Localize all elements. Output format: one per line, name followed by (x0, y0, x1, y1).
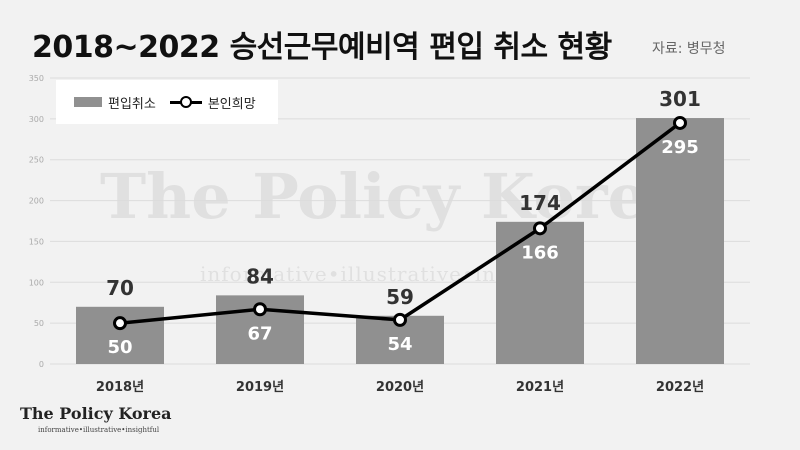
y-tick-label: 300 (29, 115, 44, 124)
line-value-label: 50 (107, 337, 132, 358)
y-tick-label: 50 (34, 319, 44, 328)
y-tick-label: 100 (29, 278, 44, 287)
x-tick-labels: 2018년 2019년 2020년 2021년 2022년 (96, 380, 704, 395)
x-tick-label: 2021년 (516, 380, 564, 395)
y-tick-label: 250 (29, 156, 44, 165)
x-tick-label: 2019년 (236, 380, 284, 395)
x-tick-label: 2020년 (376, 380, 424, 395)
brand-logo: The Policy Korea (20, 404, 172, 423)
source-note: 자료: 병무청 (652, 41, 726, 57)
legend-line-label: 본인희망 (207, 96, 256, 112)
legend: 편입취소 본인희망 (56, 80, 278, 124)
line-series (113, 115, 687, 331)
line-point (533, 221, 547, 236)
line-point (113, 316, 127, 331)
x-tick-label: 2018년 (96, 380, 144, 395)
y-tick-label: 350 (29, 74, 44, 83)
chart-title: 2018~2022 승선근무예비역 편입 취소 현황 (32, 30, 612, 65)
legend-item-line: 본인희망 (169, 93, 256, 112)
y-tick-label: 150 (29, 237, 44, 246)
y-tick-label: 0 (39, 360, 44, 369)
line-value-label: 295 (661, 137, 699, 158)
bar-value-label: 174 (519, 191, 561, 215)
y-tick-labels: 0 50 100 150 200 250 300 350 (29, 74, 44, 369)
line-value-label: 54 (387, 334, 412, 355)
data-labels: 70 84 59 174 301 50 67 54 166 295 (106, 87, 701, 358)
bar-value-label: 301 (659, 87, 701, 111)
legend-line-swatch (169, 96, 202, 108)
x-tick-label: 2022년 (656, 380, 704, 395)
bar-value-label: 59 (386, 285, 414, 309)
legend-bar-label: 편입취소 (108, 96, 156, 112)
line-value-label: 166 (521, 242, 559, 263)
watermark-logo: The Policy Korea (100, 160, 688, 233)
bar (636, 118, 724, 364)
line-point (253, 302, 267, 317)
bar-value-label: 84 (246, 264, 274, 288)
brand-tagline: informative•illustrative•insightful (38, 426, 160, 434)
line-point (393, 312, 407, 327)
y-tick-label: 200 (29, 197, 44, 206)
legend-item-bars: 편입취소 (74, 93, 156, 112)
line-point (673, 115, 687, 130)
legend-bar-swatch (74, 97, 102, 107)
bar-value-label: 70 (106, 276, 134, 300)
line-value-label: 67 (247, 323, 272, 344)
